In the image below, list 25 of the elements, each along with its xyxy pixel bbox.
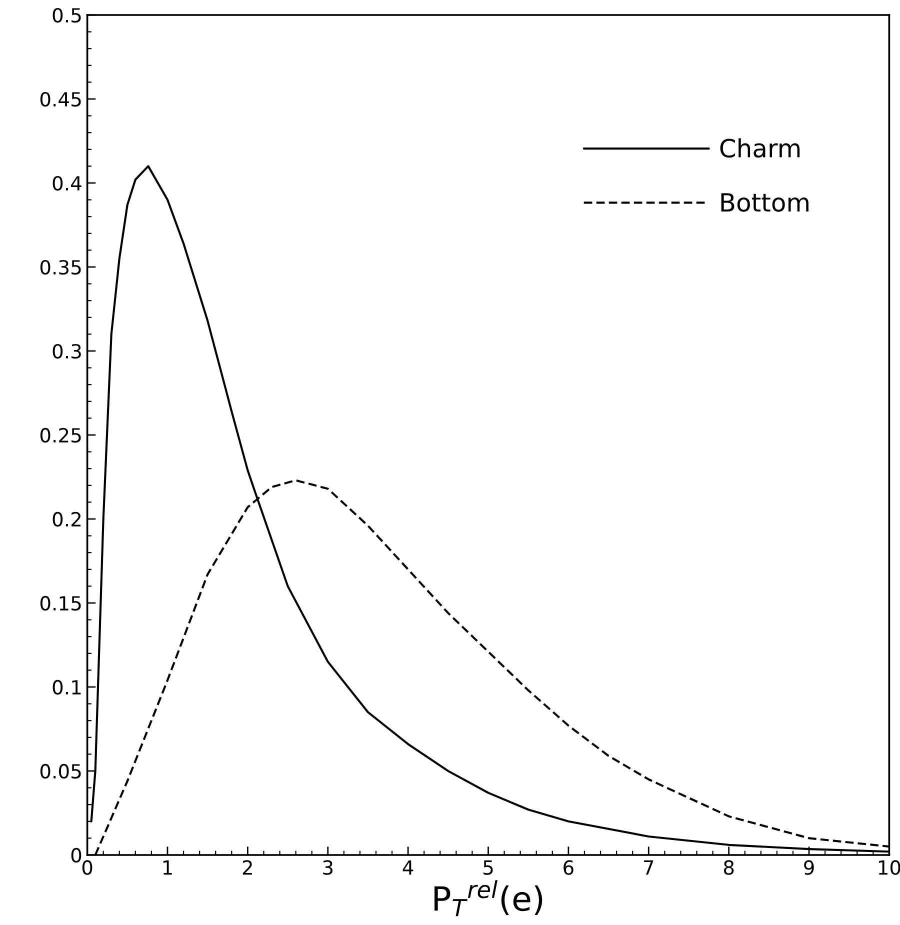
x-tick-label: 9 (804, 860, 814, 875)
x-tick-label: 10 (878, 860, 900, 875)
x-tick-label: 7 (644, 860, 654, 875)
y-tick-label: 0.35 (40, 260, 81, 275)
legend-label: Charm (720, 138, 800, 158)
x-tick-label: 4 (402, 860, 414, 875)
y-tick-label: 0.1 (52, 680, 81, 695)
y-tick-label: 0.5 (52, 8, 81, 23)
x-tick-label: 6 (564, 860, 574, 875)
x-tick-label: 0 (82, 860, 92, 875)
x-tick-label: 1 (163, 860, 172, 875)
x-tick-label: 2 (242, 860, 252, 875)
y-tick-label: 0.2 (52, 512, 80, 527)
x-tick-label: 3 (323, 860, 332, 875)
x-tick-label: 5 (484, 860, 493, 875)
y-tick-label: 0.25 (40, 428, 81, 443)
x-axis-title: P$_{T}$$^{rel}$(e) (434, 880, 542, 916)
y-tick-label: 0.3 (52, 344, 81, 359)
y-tick-label: 0 (71, 848, 82, 863)
y-tick-label: 0.05 (40, 764, 81, 779)
x-tick-label: 8 (724, 860, 734, 875)
y-tick-label: 0.4 (52, 176, 82, 191)
y-tick-label: 0.45 (40, 92, 81, 107)
y-tick-label: 0.15 (40, 596, 81, 611)
legend-label: Bottom (721, 193, 808, 212)
